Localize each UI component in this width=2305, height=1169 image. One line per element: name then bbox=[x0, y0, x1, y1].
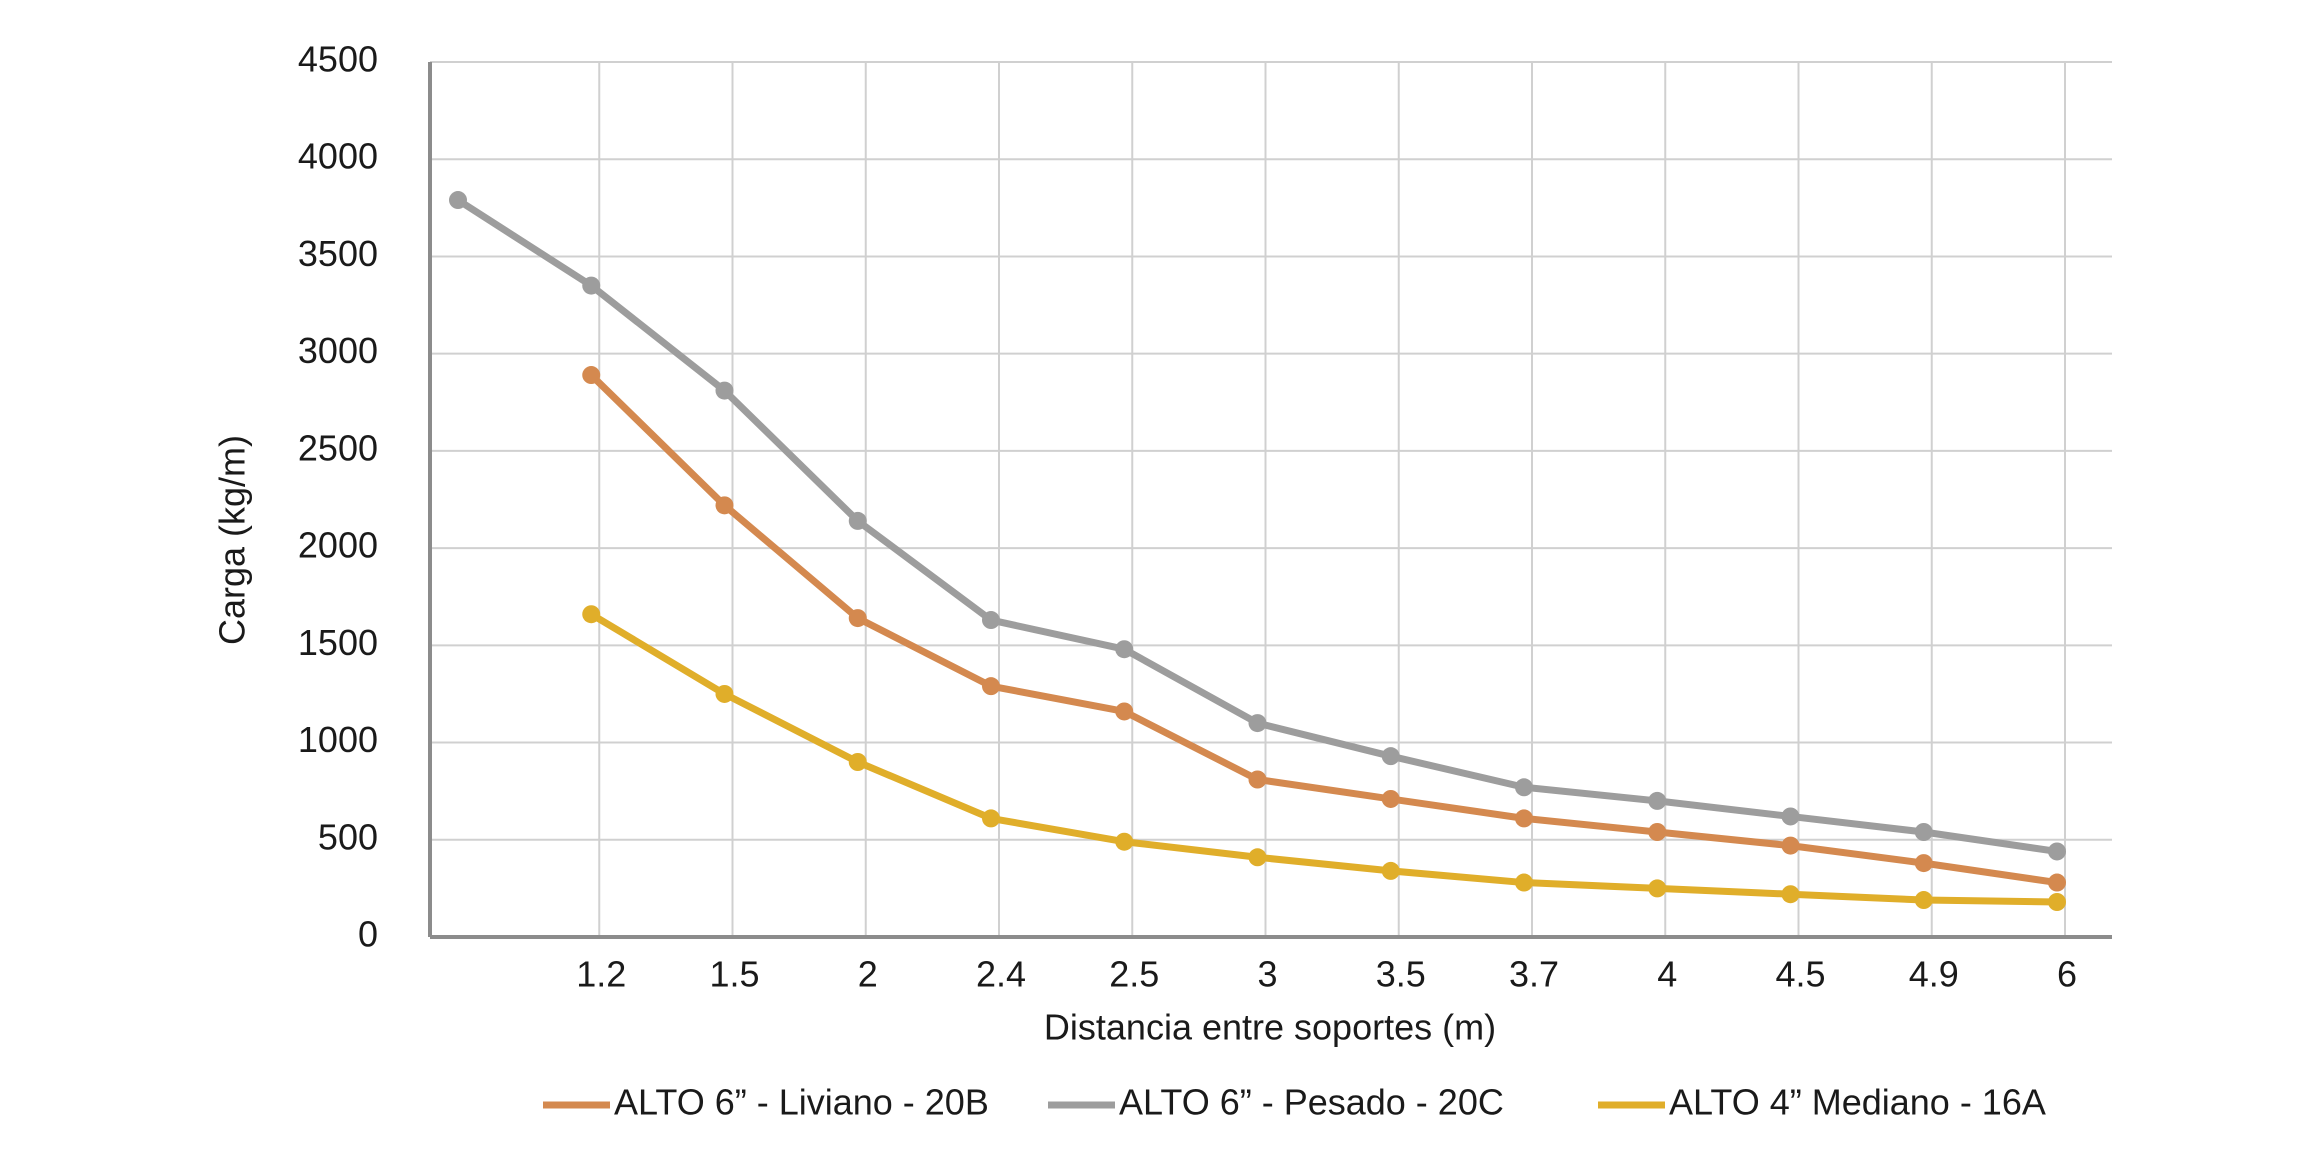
y-tick-label: 3500 bbox=[298, 233, 378, 274]
series-line bbox=[588, 372, 2058, 887]
y-tick-label: 2000 bbox=[298, 525, 378, 566]
y-tick-label: 1000 bbox=[298, 719, 378, 760]
x-tick-label: 3.7 bbox=[1509, 954, 1559, 995]
y-tick-label: 2500 bbox=[298, 427, 378, 468]
marker bbox=[1515, 873, 1533, 892]
series-line bbox=[456, 197, 2058, 855]
x-tick-label: 2 bbox=[858, 954, 878, 995]
marker bbox=[1648, 879, 1667, 898]
marker bbox=[1381, 861, 1400, 880]
series-line bbox=[589, 611, 2058, 906]
marker bbox=[848, 511, 867, 530]
x-tick-label: 3.5 bbox=[1376, 954, 1426, 995]
y-tick-label: 3000 bbox=[298, 330, 378, 371]
marker bbox=[982, 677, 1000, 696]
marker bbox=[1648, 823, 1667, 841]
marker bbox=[2048, 893, 2066, 911]
y-tick-label: 0 bbox=[358, 914, 378, 955]
marker bbox=[1381, 747, 1400, 766]
marker bbox=[1515, 809, 1533, 828]
marker bbox=[982, 809, 1000, 828]
marker bbox=[982, 611, 1000, 630]
x-tick-label: 3 bbox=[1257, 954, 1277, 995]
y-tick-label: 500 bbox=[318, 816, 378, 857]
y-tick-label: 1500 bbox=[298, 622, 378, 663]
marker bbox=[582, 605, 601, 624]
marker bbox=[715, 496, 734, 515]
legend-label: ALTO 6” - Liviano - 20B bbox=[614, 1082, 989, 1123]
x-tick-label: 4.5 bbox=[1775, 954, 1825, 995]
marker bbox=[1248, 770, 1267, 789]
x-tick-label: 1.5 bbox=[709, 954, 759, 995]
marker bbox=[1781, 885, 1800, 904]
marker bbox=[1648, 791, 1667, 810]
marker bbox=[1515, 778, 1533, 797]
x-axis-title: Distancia entre soportes (m) bbox=[1044, 1007, 1496, 1048]
marker bbox=[582, 366, 601, 385]
marker bbox=[1781, 836, 1800, 855]
marker bbox=[449, 191, 467, 210]
marker bbox=[715, 381, 734, 400]
y-tick-label: 4000 bbox=[298, 136, 378, 177]
marker bbox=[1115, 702, 1134, 721]
marker bbox=[848, 609, 867, 628]
marker bbox=[1115, 832, 1134, 851]
y-tick-label: 4500 bbox=[298, 39, 378, 80]
marker bbox=[1914, 823, 1933, 841]
marker bbox=[1381, 789, 1400, 808]
y-axis-title: Carga (kg/m) bbox=[212, 435, 253, 645]
marker bbox=[1248, 714, 1267, 733]
marker bbox=[1781, 807, 1800, 826]
x-tick-label: 4.9 bbox=[1909, 954, 1959, 995]
legend-label: ALTO 4” Mediano - 16A bbox=[1669, 1082, 2046, 1123]
marker bbox=[2048, 873, 2066, 892]
marker bbox=[1914, 891, 1933, 910]
x-tick-label: 6 bbox=[2057, 954, 2077, 995]
x-tick-label: 1.2 bbox=[576, 954, 626, 995]
x-tick-label: 2.5 bbox=[1109, 954, 1159, 995]
marker bbox=[715, 684, 734, 703]
x-tick-label: 4 bbox=[1657, 954, 1677, 995]
marker bbox=[1914, 854, 1933, 873]
marker bbox=[2048, 842, 2066, 861]
marker bbox=[1248, 848, 1267, 867]
marker bbox=[848, 753, 867, 771]
marker bbox=[1115, 640, 1134, 659]
marker bbox=[582, 276, 601, 295]
x-tick-label: 2.4 bbox=[976, 954, 1026, 995]
legend-label: ALTO 6” - Pesado - 20C bbox=[1119, 1082, 1504, 1123]
